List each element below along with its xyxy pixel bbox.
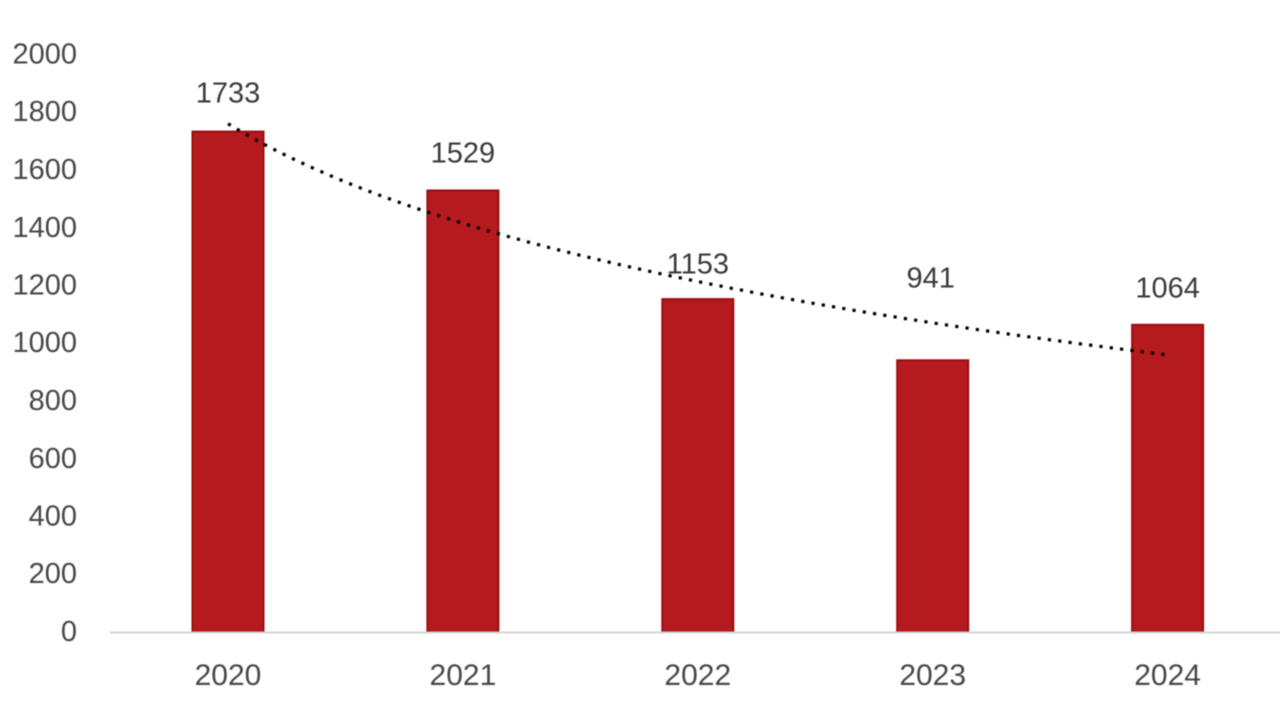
svg-text:2000: 2000 xyxy=(12,39,77,71)
svg-text:600: 600 xyxy=(29,443,77,475)
svg-text:1600: 1600 xyxy=(12,154,77,186)
svg-text:200: 200 xyxy=(29,558,77,590)
svg-text:2020: 2020 xyxy=(195,659,262,692)
svg-text:941: 941 xyxy=(907,263,955,295)
svg-text:2024: 2024 xyxy=(1134,659,1201,692)
svg-text:1000: 1000 xyxy=(12,327,77,359)
svg-text:400: 400 xyxy=(29,501,77,533)
svg-text:2023: 2023 xyxy=(899,659,966,692)
svg-text:1800: 1800 xyxy=(12,96,77,128)
svg-text:1400: 1400 xyxy=(12,212,77,244)
svg-text:1733: 1733 xyxy=(196,78,261,110)
svg-text:0: 0 xyxy=(61,616,77,648)
svg-text:2021: 2021 xyxy=(430,659,497,692)
svg-text:1153: 1153 xyxy=(667,248,729,280)
svg-text:1064: 1064 xyxy=(1135,272,1200,304)
svg-text:2022: 2022 xyxy=(664,659,731,692)
svg-text:1529: 1529 xyxy=(431,138,496,170)
svg-text:800: 800 xyxy=(29,385,77,417)
svg-text:1200: 1200 xyxy=(12,270,77,302)
